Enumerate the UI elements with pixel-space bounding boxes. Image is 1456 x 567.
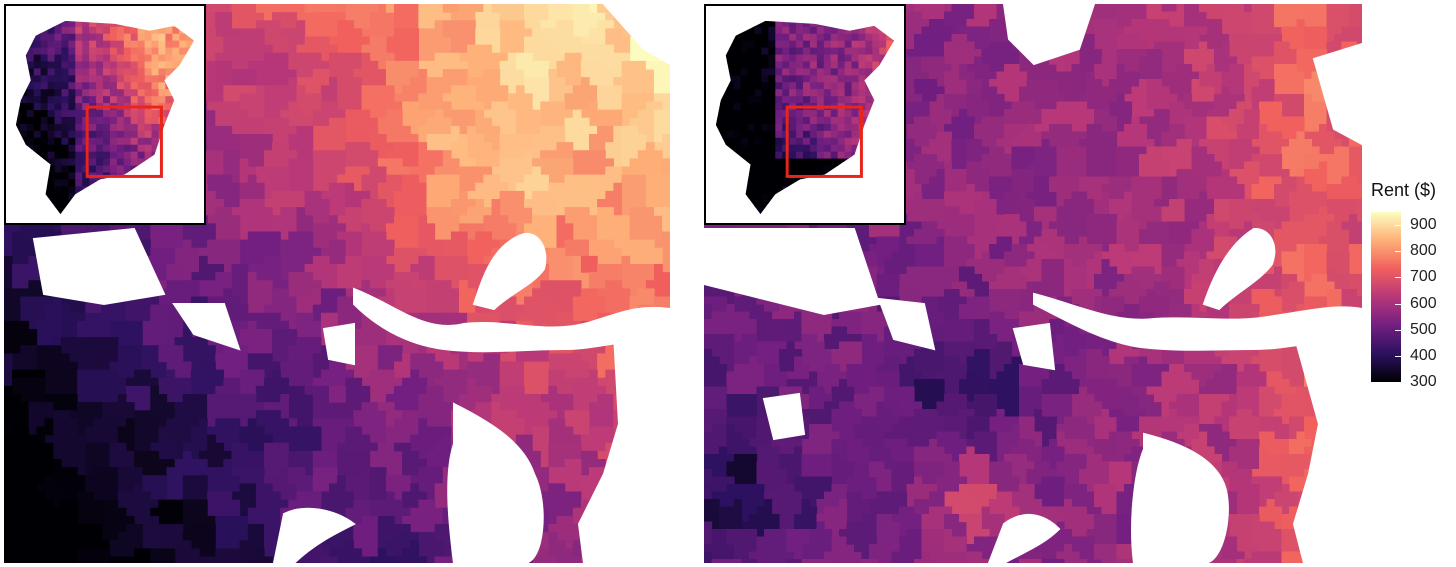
left-overview-inset (4, 4, 206, 225)
legend-colorbar (1371, 212, 1401, 382)
legend-tick-mark (1395, 277, 1401, 279)
water-bodies (32, 4, 670, 563)
legend-tick-mark (1395, 329, 1401, 331)
legend-tick-label-700: 700 (1410, 268, 1437, 286)
left-inset-map (15, 20, 195, 215)
legend-tick-label-900: 900 (1410, 216, 1437, 234)
right-overview-inset (704, 4, 906, 225)
zoom-extent-box (85, 105, 163, 178)
legend-tick-mark (1395, 355, 1401, 357)
legend-tick-label-300: 300 (1410, 373, 1437, 390)
legend-tick-mark (1395, 251, 1401, 253)
rent-legend: Rent ($) 900 800 700 600 500 400 300 (1370, 180, 1456, 390)
legend-tick-mark (1395, 225, 1401, 227)
inset-regions (15, 20, 195, 215)
legend-tick-mark (1395, 303, 1401, 305)
legend-tick-label-400: 400 (1410, 346, 1437, 364)
legend-tick-label-800: 800 (1410, 242, 1437, 260)
legend-title: Rent ($) (1371, 180, 1437, 200)
right-inset-map (715, 20, 895, 215)
legend-tick-mark (1395, 382, 1401, 383)
water-bodies (704, 4, 1362, 563)
zoom-extent-box (785, 105, 863, 178)
legend-tick-label-500: 500 (1410, 320, 1437, 338)
inset-regions (715, 20, 895, 215)
legend-tick-label-600: 600 (1410, 294, 1437, 312)
left-rent-map (4, 4, 670, 563)
right-rent-map (704, 4, 1362, 563)
